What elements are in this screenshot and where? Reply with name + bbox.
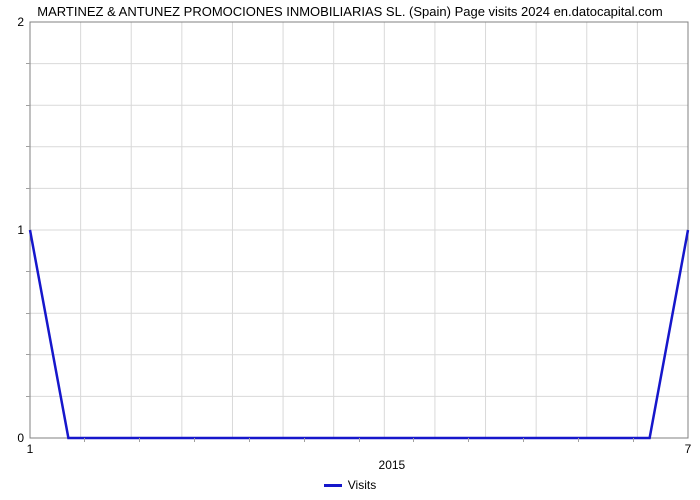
x-axis-minor-tick bbox=[413, 438, 414, 442]
legend-swatch bbox=[324, 484, 342, 487]
y-axis-minor-tick bbox=[26, 188, 30, 189]
x-axis-minor-tick bbox=[84, 438, 85, 442]
x-axis-tick-label: 1 bbox=[27, 438, 34, 456]
plot-area: 012172015 bbox=[30, 22, 688, 438]
chart-title: MARTINEZ & ANTUNEZ PROMOCIONES INMOBILIA… bbox=[0, 4, 700, 19]
chart-container: MARTINEZ & ANTUNEZ PROMOCIONES INMOBILIA… bbox=[0, 0, 700, 500]
x-axis-minor-tick bbox=[249, 438, 250, 442]
y-axis-minor-tick bbox=[26, 105, 30, 106]
x-axis-minor-tick bbox=[359, 438, 360, 442]
chart-svg bbox=[30, 22, 688, 438]
y-axis-minor-tick bbox=[26, 354, 30, 355]
x-axis-minor-tick bbox=[523, 438, 524, 442]
x-axis-category-label: 2015 bbox=[379, 458, 406, 472]
x-axis-minor-tick bbox=[139, 438, 140, 442]
y-axis-tick-label: 2 bbox=[17, 15, 30, 29]
y-axis-minor-tick bbox=[26, 271, 30, 272]
y-axis-minor-tick bbox=[26, 396, 30, 397]
x-axis-minor-tick bbox=[468, 438, 469, 442]
x-axis-minor-tick bbox=[304, 438, 305, 442]
x-axis-minor-tick bbox=[194, 438, 195, 442]
y-axis-tick-label: 1 bbox=[17, 223, 30, 237]
x-axis-minor-tick bbox=[578, 438, 579, 442]
x-axis-tick-label: 7 bbox=[685, 438, 692, 456]
legend-label: Visits bbox=[348, 478, 376, 492]
x-axis-minor-tick bbox=[633, 438, 634, 442]
legend: Visits bbox=[0, 478, 700, 492]
y-axis-minor-tick bbox=[26, 313, 30, 314]
y-axis-minor-tick bbox=[26, 63, 30, 64]
y-axis-minor-tick bbox=[26, 146, 30, 147]
